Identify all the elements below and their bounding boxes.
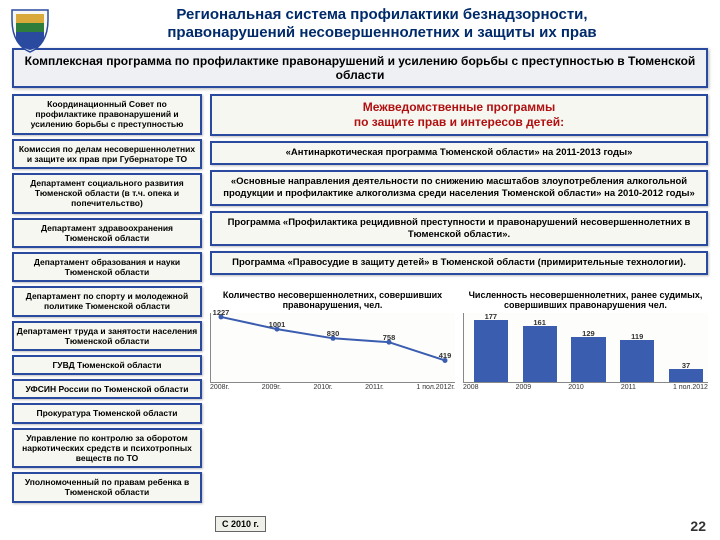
chart2-value: 129 xyxy=(582,329,595,338)
org-box-2: Департамент социального развития Тюменск… xyxy=(12,173,202,214)
org-box-0: Координационный Совет по профилактике пр… xyxy=(12,94,202,135)
program-box-3: Программа «Правосудие в защиту детей» в … xyxy=(210,251,708,275)
org-box-1: Комиссия по делам несовершеннолетних и з… xyxy=(12,139,202,169)
org-box-8: УФСИН России по Тюменской области xyxy=(12,379,202,399)
chart2-bar xyxy=(620,340,654,382)
chart-recidivists: Численность несовершеннолетних, ранее су… xyxy=(463,291,708,392)
chart2-xlabel: 2010 xyxy=(568,384,584,391)
title-line-2: правонарушений несовершеннолетних и защи… xyxy=(167,24,596,41)
chart1-plot: 12271001830758419 xyxy=(210,313,455,383)
org-box-4: Департамент образования и науки Тюменско… xyxy=(12,252,202,282)
program-banner: Комплексная программа по профилактике пр… xyxy=(12,48,708,88)
chart2-plot: 177 161 129 119 37 xyxy=(463,313,708,383)
org-box-3: Департамент здравоохранения Тюменской об… xyxy=(12,218,202,248)
chart1-xlabel: 2011г. xyxy=(365,384,384,391)
org-box-6: Департамент труда и занятости населения … xyxy=(12,321,202,351)
chart1-value: 1227 xyxy=(213,308,230,317)
program-box-0: «Антинаркотическая программа Тюменской о… xyxy=(210,141,708,165)
org-box-10: Управление по контролю за оборотом нарко… xyxy=(12,428,202,469)
chart1-value: 1001 xyxy=(269,320,286,329)
org-box-11: Уполномоченный по правам ребенка в Тюмен… xyxy=(12,472,202,502)
chart2-value: 177 xyxy=(485,312,498,321)
chart1-value: 758 xyxy=(383,333,396,342)
chart2-value: 119 xyxy=(631,332,643,341)
chart1-xlabel: 1 пол.2012г. xyxy=(416,384,455,391)
chart-offenders: Количество несовершеннолетних, совершивш… xyxy=(210,291,455,392)
chart1-xlabel: 2008г. xyxy=(210,384,229,391)
programs-header-l2: по защите прав и интересов детей: xyxy=(354,115,564,129)
chart1-value: 830 xyxy=(327,329,340,338)
chart2-xlabel: 2011 xyxy=(621,384,636,391)
chart1-value: 419 xyxy=(439,351,452,360)
org-box-9: Прокуратура Тюменской области xyxy=(12,403,202,423)
region-crest-icon xyxy=(10,8,50,54)
chart2-xlabel: 2008 xyxy=(463,384,479,391)
programs-header-l1: Межведомственные программы xyxy=(363,100,556,114)
programs-header: Межведомственные программы по защите пра… xyxy=(210,94,708,136)
since-note: С 2010 г. xyxy=(215,516,266,532)
chart1-title: Количество несовершеннолетних, совершивш… xyxy=(210,291,455,311)
chart2-xlabel: 2009 xyxy=(516,384,532,391)
chart2-bar xyxy=(669,369,703,382)
org-box-5: Департамент по спорту и молодежной полит… xyxy=(12,286,202,316)
org-box-7: ГУВД Тюменской области xyxy=(12,355,202,375)
programs-column: Межведомственные программы по защите пра… xyxy=(210,94,708,503)
page-number: 22 xyxy=(690,518,706,534)
chart2-xlabel: 1 пол.2012 xyxy=(673,384,708,391)
chart2-bar xyxy=(571,337,605,382)
org-list: Координационный Совет по профилактике пр… xyxy=(12,94,202,503)
title-line-1: Региональная система профилактики безнад… xyxy=(176,6,587,23)
chart2-value: 37 xyxy=(682,361,690,370)
chart1-xlabel: 2009г. xyxy=(262,384,281,391)
chart2-bar xyxy=(523,326,557,382)
chart1-xlabel: 2010г. xyxy=(313,384,332,391)
slide-title: Региональная система профилактики безнад… xyxy=(56,6,708,42)
program-box-1: «Основные направления деятельности по сн… xyxy=(210,170,708,206)
program-box-2: Программа «Профилактика рецидивной прест… xyxy=(210,211,708,247)
chart2-title: Численность несовершеннолетних, ранее су… xyxy=(463,291,708,311)
chart2-value: 161 xyxy=(533,318,546,327)
chart2-bar xyxy=(474,320,508,382)
